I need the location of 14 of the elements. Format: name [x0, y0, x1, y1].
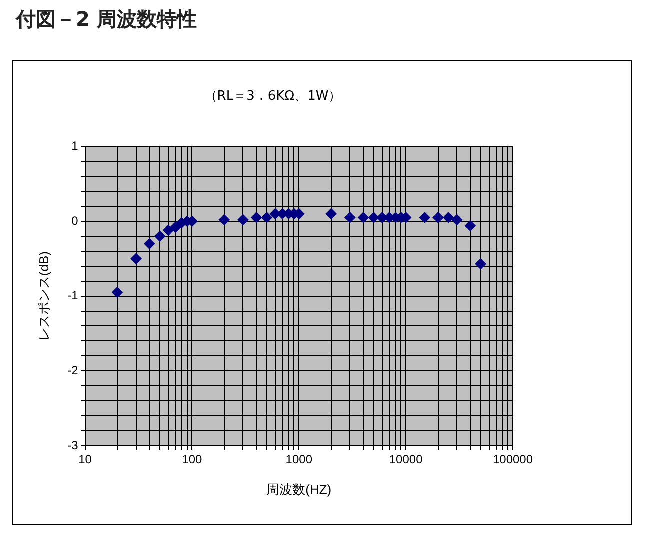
y-tick-label: -2: [68, 363, 79, 378]
y-tick-label: -3: [68, 438, 79, 452]
x-tick-label: 10000: [389, 452, 424, 467]
y-axis-title: レスポンス(dB): [36, 252, 52, 342]
chart-subtitle: （RL＝3．6KΩ、1W）: [204, 89, 342, 104]
y-tick-label: -1: [68, 288, 79, 303]
x-tick-label: 1000: [286, 452, 313, 467]
y-tick-label: 1: [72, 138, 79, 153]
x-tick-label: 10: [78, 452, 92, 467]
x-tick-label: 100000: [492, 452, 534, 467]
y-tick-label: 0: [72, 214, 79, 228]
chart-title: 付図－2 周波数特性: [16, 6, 197, 33]
x-axis-title: 周波数(HZ): [266, 482, 332, 497]
x-tick-label: 100: [182, 452, 203, 467]
